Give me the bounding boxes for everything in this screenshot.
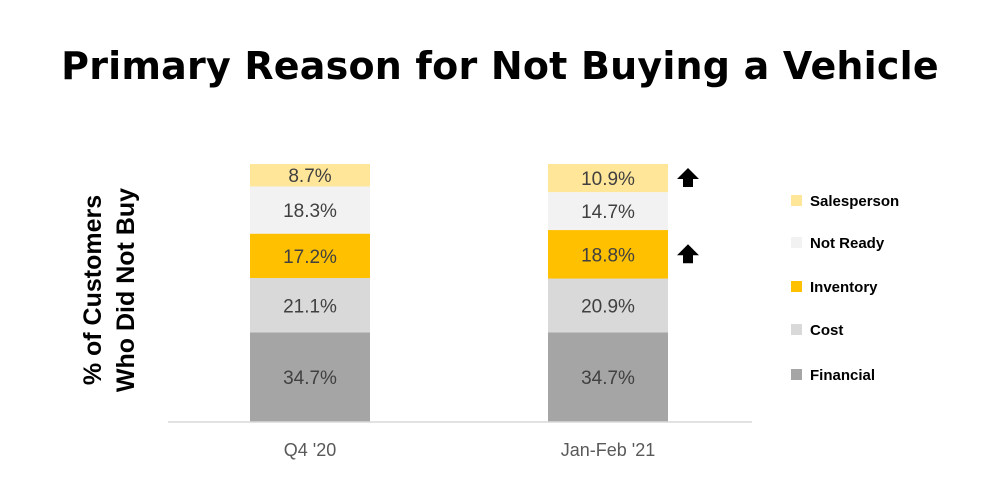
bars-group: 34.7% 21.1% 17.2% 18.3% 8.7% 34.7% 20.9% 18.8% 1… <box>250 164 668 422</box>
data-label-cost: 21.1% <box>283 296 337 317</box>
data-label-financial: 34.7% <box>581 368 635 389</box>
legend-swatch-cost <box>791 324 802 335</box>
up-arrow-icon <box>677 168 699 188</box>
bar-segment-cost <box>548 278 668 333</box>
bar-segment-not-ready <box>548 192 668 231</box>
x-tick-label: Jan-Feb '21 <box>561 440 656 460</box>
legend-label-financial: Financial <box>810 367 875 384</box>
data-label-cost: 20.9% <box>581 297 635 318</box>
bar-segment-inventory <box>250 233 370 279</box>
bar-segment-financial <box>548 332 668 422</box>
y-axis-title: % of Customers Who Did Not Buy <box>79 188 140 392</box>
y-axis-title-line: Who Did Not Buy <box>112 188 140 392</box>
up-arrow-icon <box>677 244 699 264</box>
legend-label-cost: Cost <box>810 322 843 339</box>
legend-label-inventory: Inventory <box>810 279 878 296</box>
annotations-group <box>677 168 699 264</box>
data-label-financial: 34.7% <box>283 368 337 389</box>
x-tick-label: Q4 '20 <box>284 440 336 460</box>
y-axis-title-line: % of Customers <box>79 195 107 385</box>
bar-segment-salesperson <box>250 164 370 187</box>
chart-title: Primary Reason for Not Buying a Vehicle <box>61 44 939 88</box>
data-label-salesperson: 8.7% <box>288 166 331 187</box>
data-label-inventory: 17.2% <box>283 247 337 268</box>
bar-segment-salesperson <box>548 164 668 193</box>
x-tick-labels: Q4 '20 Jan-Feb '21 <box>284 440 655 460</box>
bar-segment-cost <box>250 278 370 333</box>
bar-segment-financial <box>250 332 370 422</box>
bar-segment-not-ready <box>250 186 370 234</box>
legend-swatch-salesperson <box>791 195 802 206</box>
legend-label-salesperson: Salesperson <box>810 193 899 210</box>
bar-segment-inventory <box>548 230 668 279</box>
legend-swatch-financial <box>791 369 802 380</box>
legend-swatch-inventory <box>791 281 802 292</box>
legend-swatch-not-ready <box>791 237 802 248</box>
data-label-not-ready: 18.3% <box>283 201 337 222</box>
data-label-salesperson: 10.9% <box>581 169 635 190</box>
legend-label-not-ready: Not Ready <box>810 235 885 252</box>
legend: Salesperson Not Ready Inventory Cost Financi… <box>791 193 899 384</box>
data-label-inventory: 18.8% <box>581 245 635 266</box>
data-label-not-ready: 14.7% <box>581 202 635 223</box>
